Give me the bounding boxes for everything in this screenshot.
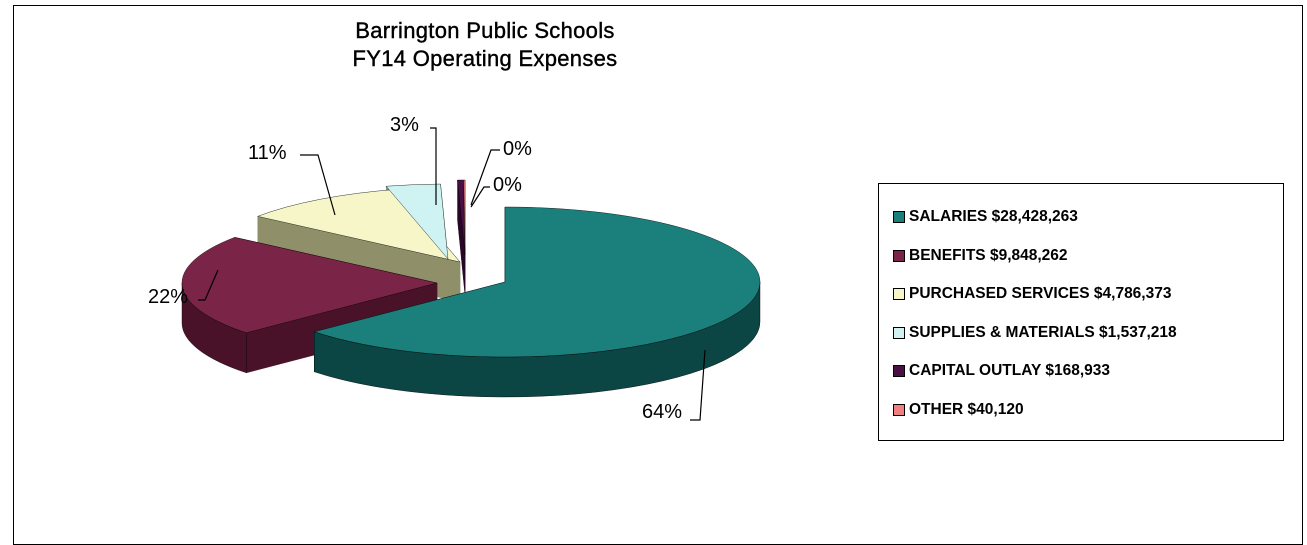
pie-slice-percent-label: 64% — [642, 401, 682, 423]
pie-slice — [385, 183, 449, 260]
legend-swatch — [893, 403, 905, 416]
leader-line — [690, 349, 706, 421]
chart-legend: SALARIES $28,428,263 BENEFITS $9,848,262 P… — [878, 183, 1284, 441]
legend-item: SALARIES $28,428,263 — [893, 198, 1283, 237]
legend-label: CAPITAL OUTLAY $168,933 — [909, 362, 1111, 380]
legend-label: SALARIES $28,428,263 — [909, 208, 1078, 226]
pie-slice-percent-label: 22% — [148, 286, 188, 308]
legend-swatch — [893, 249, 905, 262]
pie-chart: 64% 22% 11% 3% 0% 0% — [148, 114, 761, 423]
pie-slice — [463, 179, 466, 256]
pie-labels: 64% 22% 11% 3% 0% 0% — [148, 114, 706, 423]
pie-slice-percent-label: 3% — [390, 114, 419, 136]
legend-swatch — [893, 288, 905, 301]
pie-slice — [181, 237, 438, 334]
chart-title: Barrington Public Schools — [355, 18, 615, 43]
legend-swatch — [893, 211, 905, 224]
legend-swatch — [893, 326, 905, 339]
leader-line — [430, 127, 437, 205]
leader-line — [470, 186, 490, 208]
leader-line — [300, 154, 336, 216]
leader-line — [198, 269, 219, 301]
pie-slice — [313, 206, 761, 358]
legend-item: CAPITAL OUTLAY $168,933 — [893, 352, 1283, 391]
legend-label: PURCHASED SERVICES $4,786,373 — [909, 285, 1172, 303]
legend-item: BENEFITS $9,848,262 — [893, 237, 1283, 276]
pie-slice-percent-label: 0% — [503, 138, 532, 160]
pie-slice-percent-label: 11% — [248, 142, 287, 164]
pie-tops — [181, 179, 761, 358]
legend-item: OTHER $40,120 — [893, 391, 1283, 430]
legend-label: OTHER $40,120 — [909, 400, 1024, 418]
legend-swatch — [893, 365, 905, 378]
chart-subtitle: FY14 Operating Expenses — [352, 46, 618, 71]
pie-slice-percent-label: 0% — [493, 174, 522, 196]
legend-label: BENEFITS $9,848,262 — [909, 246, 1068, 264]
legend-item: SUPPLIES & MATERIALS $1,537,218 — [893, 314, 1283, 353]
legend-label: SUPPLIES & MATERIALS $1,537,218 — [909, 323, 1177, 341]
legend-item: PURCHASED SERVICES $4,786,373 — [893, 275, 1283, 314]
leader-line — [470, 149, 500, 206]
